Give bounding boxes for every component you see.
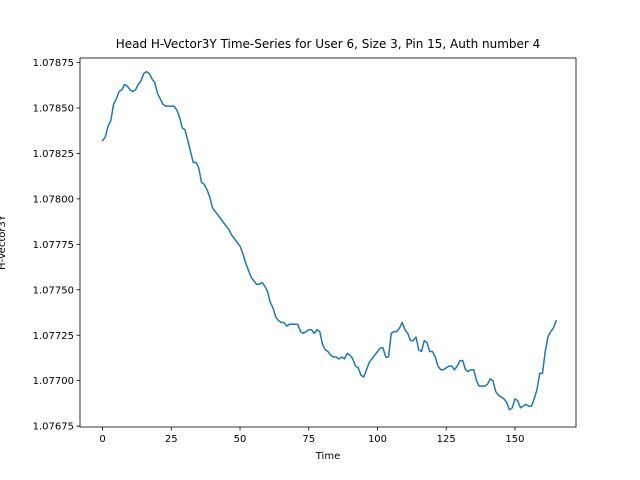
x-tick-label: 50 xyxy=(234,434,247,445)
x-tick-label: 125 xyxy=(437,434,456,445)
series-line-1 xyxy=(101,70,557,411)
x-tick-label: 0 xyxy=(99,434,105,445)
x-tick-label: 100 xyxy=(368,434,387,445)
y-tick-label: 1.07675 xyxy=(33,422,74,433)
y-tick-label: 1.07725 xyxy=(33,331,74,342)
x-axis-title: Time xyxy=(315,451,340,462)
y-axis: 1.07675 1.07700 1.07725 1.07750 1.07775 1.078… xyxy=(33,58,80,433)
y-tick-label: 1.07700 xyxy=(33,376,74,387)
x-tick-label: 75 xyxy=(302,434,315,445)
x-tick-label: 25 xyxy=(165,434,178,445)
y-tick-label: 1.07800 xyxy=(33,194,74,205)
x-axis: 0 25 50 75 100 125 150 xyxy=(99,427,525,445)
y-tick-label: 1.07850 xyxy=(33,104,74,115)
chart-title: Head H-Vector3Y Time-Series for User 6, … xyxy=(116,37,541,51)
y-tick-label: 1.07875 xyxy=(33,58,74,69)
x-tick-label: 150 xyxy=(505,434,524,445)
plot-frame xyxy=(79,57,577,428)
plot-area xyxy=(80,58,576,427)
y-tick-label: 1.07775 xyxy=(33,240,74,251)
y-tick-label: 1.07825 xyxy=(33,149,74,160)
y-tick-label: 1.07750 xyxy=(33,285,74,296)
y-axis-title: H-Vector3Y xyxy=(0,214,8,270)
series-layer xyxy=(101,70,557,411)
